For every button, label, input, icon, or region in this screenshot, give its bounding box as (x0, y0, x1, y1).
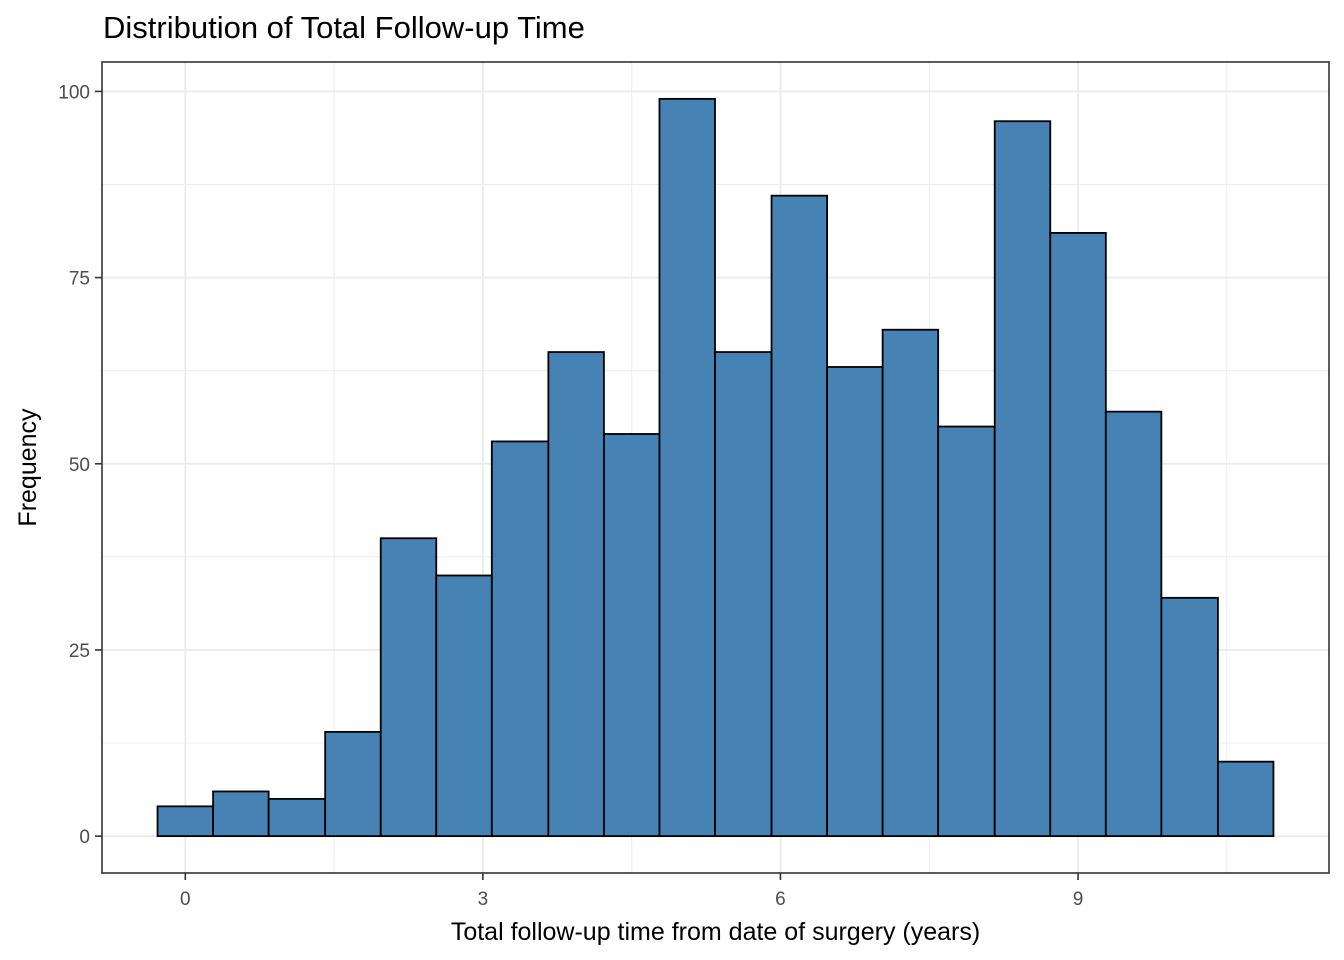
histogram-bar (1104, 410, 1163, 838)
histogram-bar (490, 440, 550, 838)
histogram-bar (937, 425, 996, 838)
histogram-bar (212, 790, 270, 838)
x-axis-title: Total follow-up time from date of surger… (451, 918, 980, 946)
histogram-bar (658, 97, 716, 838)
histogram-bar (324, 730, 382, 838)
histogram-bar (993, 120, 1052, 838)
y-tick-label: 100 (58, 82, 90, 103)
histogram-bar (547, 351, 605, 838)
y-tick-label: 75 (69, 269, 90, 290)
x-tick-label: 3 (478, 889, 489, 910)
y-tick-label: 50 (69, 455, 90, 476)
y-axis-title: Frequency (14, 408, 42, 527)
histogram-bar (881, 328, 940, 838)
chart-title: Distribution of Total Follow-up Time (103, 10, 585, 45)
y-tick-label: 0 (79, 827, 90, 848)
histogram-bar (267, 798, 327, 838)
histogram-bars (156, 97, 1275, 838)
y-tick-label: 25 (69, 641, 90, 662)
y-axis-ticks: 0 25 50 75 100 (58, 82, 102, 848)
panel-border (101, 61, 1330, 874)
histogram-bar (435, 574, 493, 838)
histogram-bar (714, 351, 773, 838)
histogram-bar (1217, 760, 1275, 838)
x-tick-label: 9 (1073, 889, 1084, 910)
histogram-bar (1160, 596, 1219, 838)
histogram-bar (379, 537, 438, 838)
x-tick-label: 6 (775, 889, 786, 910)
x-axis-ticks: 0 3 6 9 (180, 873, 1083, 910)
histogram-bar (156, 805, 214, 838)
histogram-bar (770, 194, 828, 838)
histogram-bar (1049, 232, 1107, 838)
histogram-bar (826, 366, 884, 838)
x-tick-label: 0 (180, 889, 191, 910)
histogram-bar (603, 433, 661, 838)
